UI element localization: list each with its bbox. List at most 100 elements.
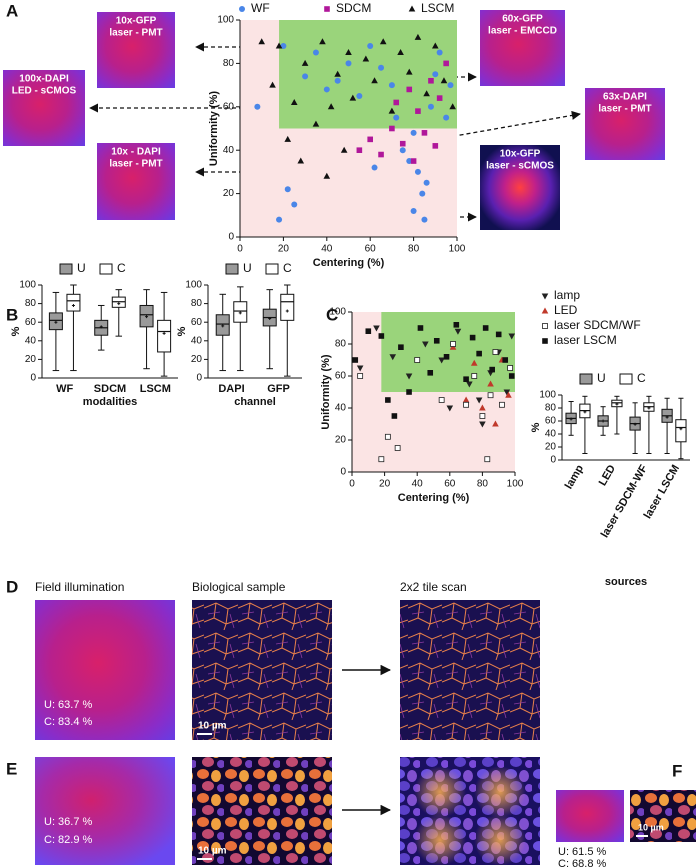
tile-glow [414, 766, 526, 866]
mean [99, 325, 103, 329]
point [443, 114, 450, 121]
point [508, 373, 515, 379]
point [432, 143, 439, 149]
point [447, 82, 454, 89]
y-tick-label: 60 [545, 416, 557, 427]
mean [162, 331, 166, 335]
x-axis-label: Centering (%) [313, 257, 385, 269]
point [284, 135, 292, 142]
point [405, 373, 413, 380]
y-tick-label: 80 [191, 298, 203, 309]
point [482, 325, 489, 331]
y-axis-label: Uniformity (%) [320, 354, 332, 430]
legend-swatch [324, 6, 330, 12]
point [323, 172, 331, 179]
x-tick-label: 20 [278, 244, 290, 255]
mean [633, 422, 637, 426]
point [507, 365, 514, 371]
y-tick-label: 60 [25, 317, 37, 328]
legend-label: C [637, 371, 646, 385]
inset-caption: laser - PMT [109, 28, 162, 39]
point [340, 146, 348, 153]
point [502, 357, 509, 363]
mean [117, 302, 121, 306]
x-tick-label: 60 [444, 479, 456, 490]
x-tick-label: lamp [563, 463, 586, 491]
y-tick-label: 40 [191, 335, 203, 346]
y-axis-label: % [10, 326, 22, 336]
point [428, 77, 434, 84]
y-tick-label: 100 [19, 280, 36, 291]
point [388, 82, 395, 89]
legend-swatch [541, 307, 549, 314]
x-tick-label: LSCM [140, 383, 171, 395]
point [422, 341, 429, 348]
y-tick-label: 20 [545, 442, 557, 453]
y-tick-label: 80 [335, 339, 347, 350]
point [479, 421, 486, 428]
point [450, 341, 456, 347]
point [406, 86, 413, 93]
point [462, 396, 470, 403]
x-tick-label: SDCM [94, 383, 126, 395]
mean [601, 419, 605, 423]
legend-swatch [265, 263, 279, 275]
x-tick-label: DAPI [218, 383, 244, 395]
x-tick-label: 100 [449, 244, 466, 255]
point [280, 43, 287, 50]
legend-label: U [243, 261, 252, 275]
point [258, 38, 265, 45]
centering: C: 68.8 % [558, 858, 607, 868]
column-title: Field illumination [35, 580, 124, 594]
point [421, 130, 428, 136]
mean [221, 324, 225, 328]
point [443, 60, 449, 67]
point [384, 433, 391, 440]
x-tick-label: LED [597, 463, 618, 488]
point [378, 64, 385, 71]
point [373, 325, 380, 332]
point [319, 38, 326, 45]
point [446, 405, 454, 412]
legend-label: C [117, 261, 126, 275]
point [406, 389, 412, 395]
point [414, 168, 421, 175]
centering: C: 83.4 % [44, 716, 93, 728]
y-tick-label: 0 [228, 232, 234, 243]
y-tick-label: 80 [25, 298, 37, 309]
point [414, 357, 421, 363]
point [453, 322, 460, 328]
panel-label: E [6, 759, 17, 778]
x-axis-label: Centering (%) [398, 492, 470, 504]
point [398, 344, 404, 350]
y-axis-label: Uniformity (%) [208, 91, 220, 167]
y-tick-label: 0 [340, 467, 346, 478]
mean [679, 427, 683, 431]
point [432, 71, 439, 78]
point [391, 413, 398, 419]
point [371, 77, 378, 84]
mean [145, 315, 149, 319]
inset-caption: laser - EMCCD [488, 26, 557, 37]
legend-swatch [541, 293, 549, 300]
point [389, 125, 395, 132]
x-tick-label: 0 [349, 479, 355, 490]
inset-caption: 10x - DAPI [111, 147, 161, 158]
y-axis-label: % [530, 422, 542, 432]
point [399, 140, 406, 147]
inset-caption: 10x-GFP [116, 16, 157, 27]
sample-image [192, 600, 332, 740]
point [449, 103, 456, 110]
inset-image [97, 12, 175, 88]
legend-label: LSCM [421, 1, 454, 15]
legend-swatch [542, 323, 548, 329]
mean [569, 417, 573, 421]
uniformity: U: 61.5 % [558, 846, 607, 858]
x-tick-label: 100 [507, 479, 524, 490]
mean [615, 402, 619, 406]
legend-label: laser LSCM [554, 333, 617, 347]
legend-swatch [408, 5, 416, 12]
point [410, 158, 417, 164]
y-tick-label: 40 [335, 403, 347, 414]
mean [54, 320, 58, 324]
